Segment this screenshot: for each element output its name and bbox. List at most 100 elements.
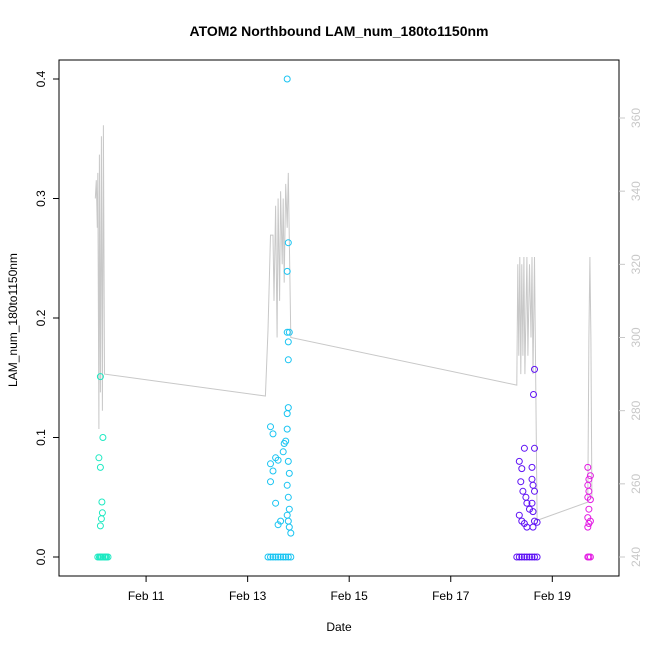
data-point (526, 505, 533, 513)
data-point (284, 457, 292, 465)
data-point (267, 478, 274, 486)
data-point (282, 437, 290, 445)
data-point (98, 498, 106, 506)
data-point (277, 553, 285, 561)
data-point (585, 505, 593, 513)
data-point (99, 434, 107, 441)
data-point (528, 475, 536, 483)
data-point (533, 553, 541, 561)
data-point (529, 481, 537, 489)
data-point (274, 456, 282, 464)
y2-tick-label: 260 (629, 474, 643, 494)
y2-tick-label: 300 (629, 327, 643, 347)
data-point (267, 423, 274, 431)
data-point (518, 553, 526, 561)
data-point (267, 460, 274, 468)
data-point (284, 356, 292, 364)
data-point (519, 487, 527, 495)
y2-tick-label: 340 (629, 181, 643, 201)
data-point (97, 515, 105, 523)
y-tick-label: 0.2 (34, 309, 48, 326)
data-point (528, 463, 536, 471)
data-point (523, 553, 531, 561)
data-point (287, 529, 295, 537)
x-tick-label: Feb 11 (128, 589, 165, 603)
y-tick-label: 0.4 (34, 70, 48, 87)
data-point (584, 463, 592, 471)
data-point (283, 328, 291, 336)
data-point (285, 505, 293, 513)
data-point (279, 448, 287, 456)
data-point (284, 553, 292, 561)
data-point (274, 553, 282, 561)
data-point (272, 499, 280, 507)
data-point (586, 472, 594, 480)
x-axis-label: Date (326, 620, 352, 634)
data-point (284, 338, 292, 346)
data-point (284, 493, 292, 501)
data-point (283, 425, 291, 433)
data-point (586, 553, 594, 561)
data-point (96, 522, 104, 530)
data-point (96, 373, 104, 381)
data-point (283, 75, 291, 83)
data-point (287, 553, 295, 561)
data-point (285, 469, 293, 477)
data-point (515, 511, 523, 519)
data-point (264, 553, 272, 561)
chart-title: ATOM2 Northbound LAM_num_180to1150nm (190, 23, 489, 39)
data-point (523, 499, 531, 507)
data-point (515, 553, 523, 561)
data-point (285, 523, 293, 531)
data-point (531, 487, 538, 495)
data-point (586, 496, 594, 504)
data-point (283, 267, 291, 275)
data-point (526, 553, 533, 561)
data-point (520, 444, 528, 452)
data-point (284, 239, 292, 247)
data-point (104, 553, 112, 561)
data-point (285, 328, 293, 336)
data-point (272, 553, 280, 561)
x-axis: Feb 11 Feb 13 Feb 15 Feb 17 Feb 19 (128, 576, 571, 603)
data-point (518, 465, 526, 473)
data-point (96, 463, 104, 471)
data-point (531, 444, 538, 452)
data-point (283, 511, 291, 519)
x-tick-label: Feb 15 (331, 589, 369, 603)
data-point (529, 523, 537, 531)
data-point (284, 404, 292, 412)
data-point (528, 499, 536, 507)
y2-tick-label: 280 (629, 400, 643, 420)
y-axis: 0.0 0.1 0.2 0.3 0.4 (34, 70, 59, 565)
x-tick-label: Feb 17 (432, 589, 470, 603)
data-point (279, 553, 287, 561)
points-layer (94, 75, 594, 561)
data-point (515, 457, 523, 465)
data-point (269, 553, 277, 561)
y-tick-label: 0.1 (34, 429, 48, 446)
data-point (585, 520, 593, 527)
y2-tick-label: 360 (629, 108, 643, 128)
data-point (513, 553, 521, 561)
y-axis-label: LAM_num_180to1150nm (6, 253, 20, 387)
data-point (267, 553, 274, 561)
data-point (584, 523, 592, 531)
data-point (95, 454, 103, 462)
data-point (284, 517, 292, 525)
data-point (533, 518, 541, 526)
data-point (517, 478, 525, 486)
x-tick-label: Feb 19 (534, 589, 572, 603)
data-point (269, 467, 277, 475)
data-point (585, 475, 593, 483)
data-point (283, 410, 291, 418)
data-point (520, 553, 528, 561)
data-point (98, 509, 106, 517)
secondary-line-layer (94, 125, 593, 522)
data-point (585, 487, 593, 495)
data-point (282, 553, 290, 561)
secondary-y-axis: 240 260 280 300 320 340 360 (619, 108, 643, 567)
data-point (522, 493, 530, 501)
x-tick-label: Feb 13 (229, 589, 267, 603)
data-point (277, 517, 285, 525)
